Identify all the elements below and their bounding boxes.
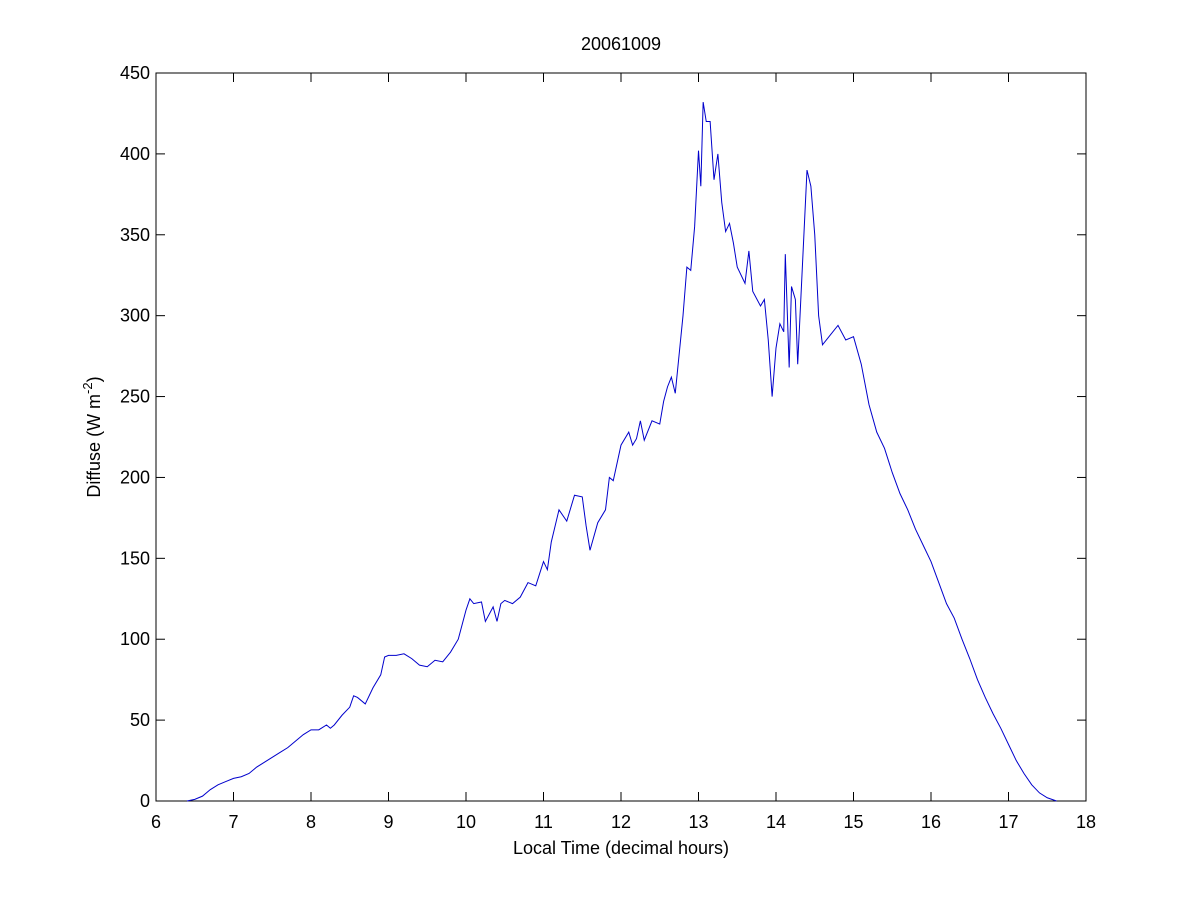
x-tick-label: 10 [456, 812, 476, 832]
x-tick-label: 8 [306, 812, 316, 832]
x-tick-label: 17 [998, 812, 1018, 832]
x-tick-label: 16 [921, 812, 941, 832]
x-tick-label: 18 [1076, 812, 1096, 832]
x-tick-label: 12 [611, 812, 631, 832]
y-tick-label: 400 [120, 144, 150, 164]
x-tick-label: 13 [688, 812, 708, 832]
x-axis-label: Local Time (decimal hours) [513, 838, 729, 858]
y-tick-label: 0 [140, 791, 150, 811]
chart-title: 20061009 [581, 34, 661, 54]
y-tick-label: 250 [120, 387, 150, 407]
data-line [186, 102, 1057, 802]
x-tick-label: 7 [228, 812, 238, 832]
y-tick-label: 150 [120, 548, 150, 568]
y-tick-label: 50 [130, 710, 150, 730]
x-tick-label: 11 [534, 812, 553, 832]
y-tick-label: 450 [120, 63, 150, 83]
x-tick-label: 14 [766, 812, 786, 832]
y-axis-label: Diffuse (W m-2) [80, 376, 104, 497]
y-tick-label: 350 [120, 225, 150, 245]
y-label-end: ) [84, 376, 104, 382]
x-tick-label: 15 [843, 812, 863, 832]
y-label-sup: -2 [80, 382, 95, 394]
y-tick-label: 200 [120, 467, 150, 487]
y-tick-label: 300 [120, 306, 150, 326]
x-tick-label: 9 [383, 812, 393, 832]
x-tick-label: 6 [151, 812, 161, 832]
y-tick-label: 100 [120, 629, 150, 649]
y-label-text: Diffuse (W m [84, 394, 104, 498]
